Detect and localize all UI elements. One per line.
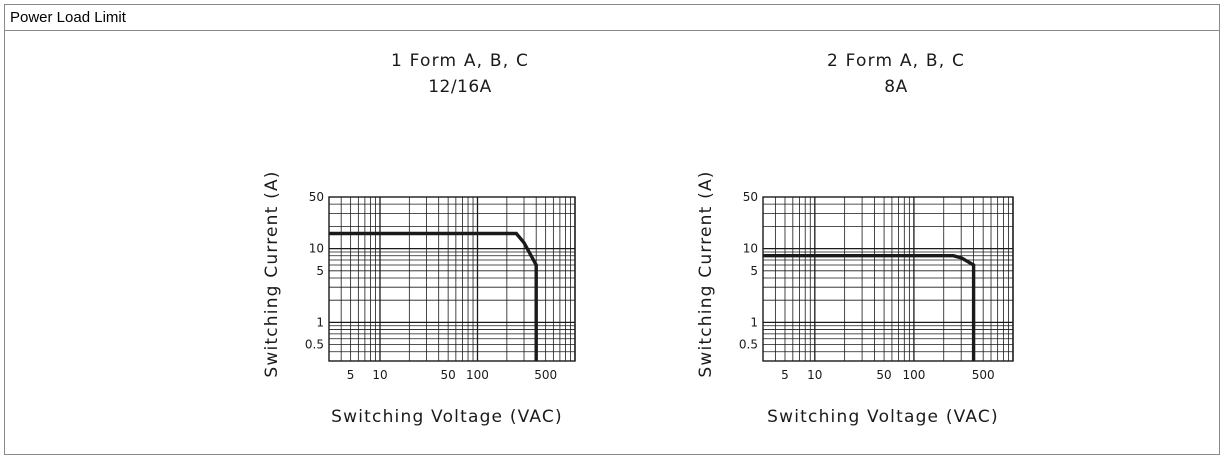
panel-title: Power Load Limit bbox=[10, 9, 126, 26]
y-tick-label: 5 bbox=[316, 264, 324, 278]
x-axis-label: Switching Voltage (VAC) bbox=[767, 407, 999, 427]
y-axis-label: Switching Current (A) bbox=[696, 170, 716, 377]
y-tick-label: 50 bbox=[309, 190, 324, 204]
x-tick-label: 100 bbox=[902, 368, 925, 382]
y-tick-label: 10 bbox=[743, 242, 758, 256]
power-load-limit-panel: Power Load Limit bbox=[4, 4, 1220, 455]
x-tick-label: 5 bbox=[347, 368, 355, 382]
plot-area bbox=[762, 196, 1014, 362]
x-tick-label: 10 bbox=[372, 368, 387, 382]
x-tick-label: 10 bbox=[807, 368, 822, 382]
x-tick-label: 500 bbox=[534, 368, 557, 382]
x-tick-label: 50 bbox=[876, 368, 891, 382]
y-axis-label: Switching Current (A) bbox=[262, 170, 282, 377]
series-line-0 bbox=[329, 231, 538, 361]
series-line-0 bbox=[763, 253, 976, 361]
y-tick-label: 0.5 bbox=[739, 338, 758, 352]
x-axis-label: Switching Voltage (VAC) bbox=[331, 407, 563, 427]
y-tick-label: 5 bbox=[750, 264, 758, 278]
x-tick-label: 5 bbox=[781, 368, 789, 382]
plot-area bbox=[328, 196, 576, 362]
y-tick-label: 1 bbox=[750, 315, 758, 329]
y-tick-label: 50 bbox=[743, 190, 758, 204]
x-tick-label: 50 bbox=[440, 368, 455, 382]
x-tick-label: 100 bbox=[466, 368, 489, 382]
y-tick-label: 0.5 bbox=[305, 338, 324, 352]
chart-title: 1 Form A, B, C bbox=[391, 51, 529, 71]
panel-header: Power Load Limit bbox=[5, 5, 1219, 31]
y-tick-label: 10 bbox=[309, 242, 324, 256]
chart-subtitle: 12/16A bbox=[428, 77, 492, 97]
y-tick-label: 1 bbox=[316, 315, 324, 329]
x-tick-label: 500 bbox=[972, 368, 995, 382]
chart-subtitle: 8A bbox=[884, 77, 907, 97]
chart-title: 2 Form A, B, C bbox=[827, 51, 965, 71]
